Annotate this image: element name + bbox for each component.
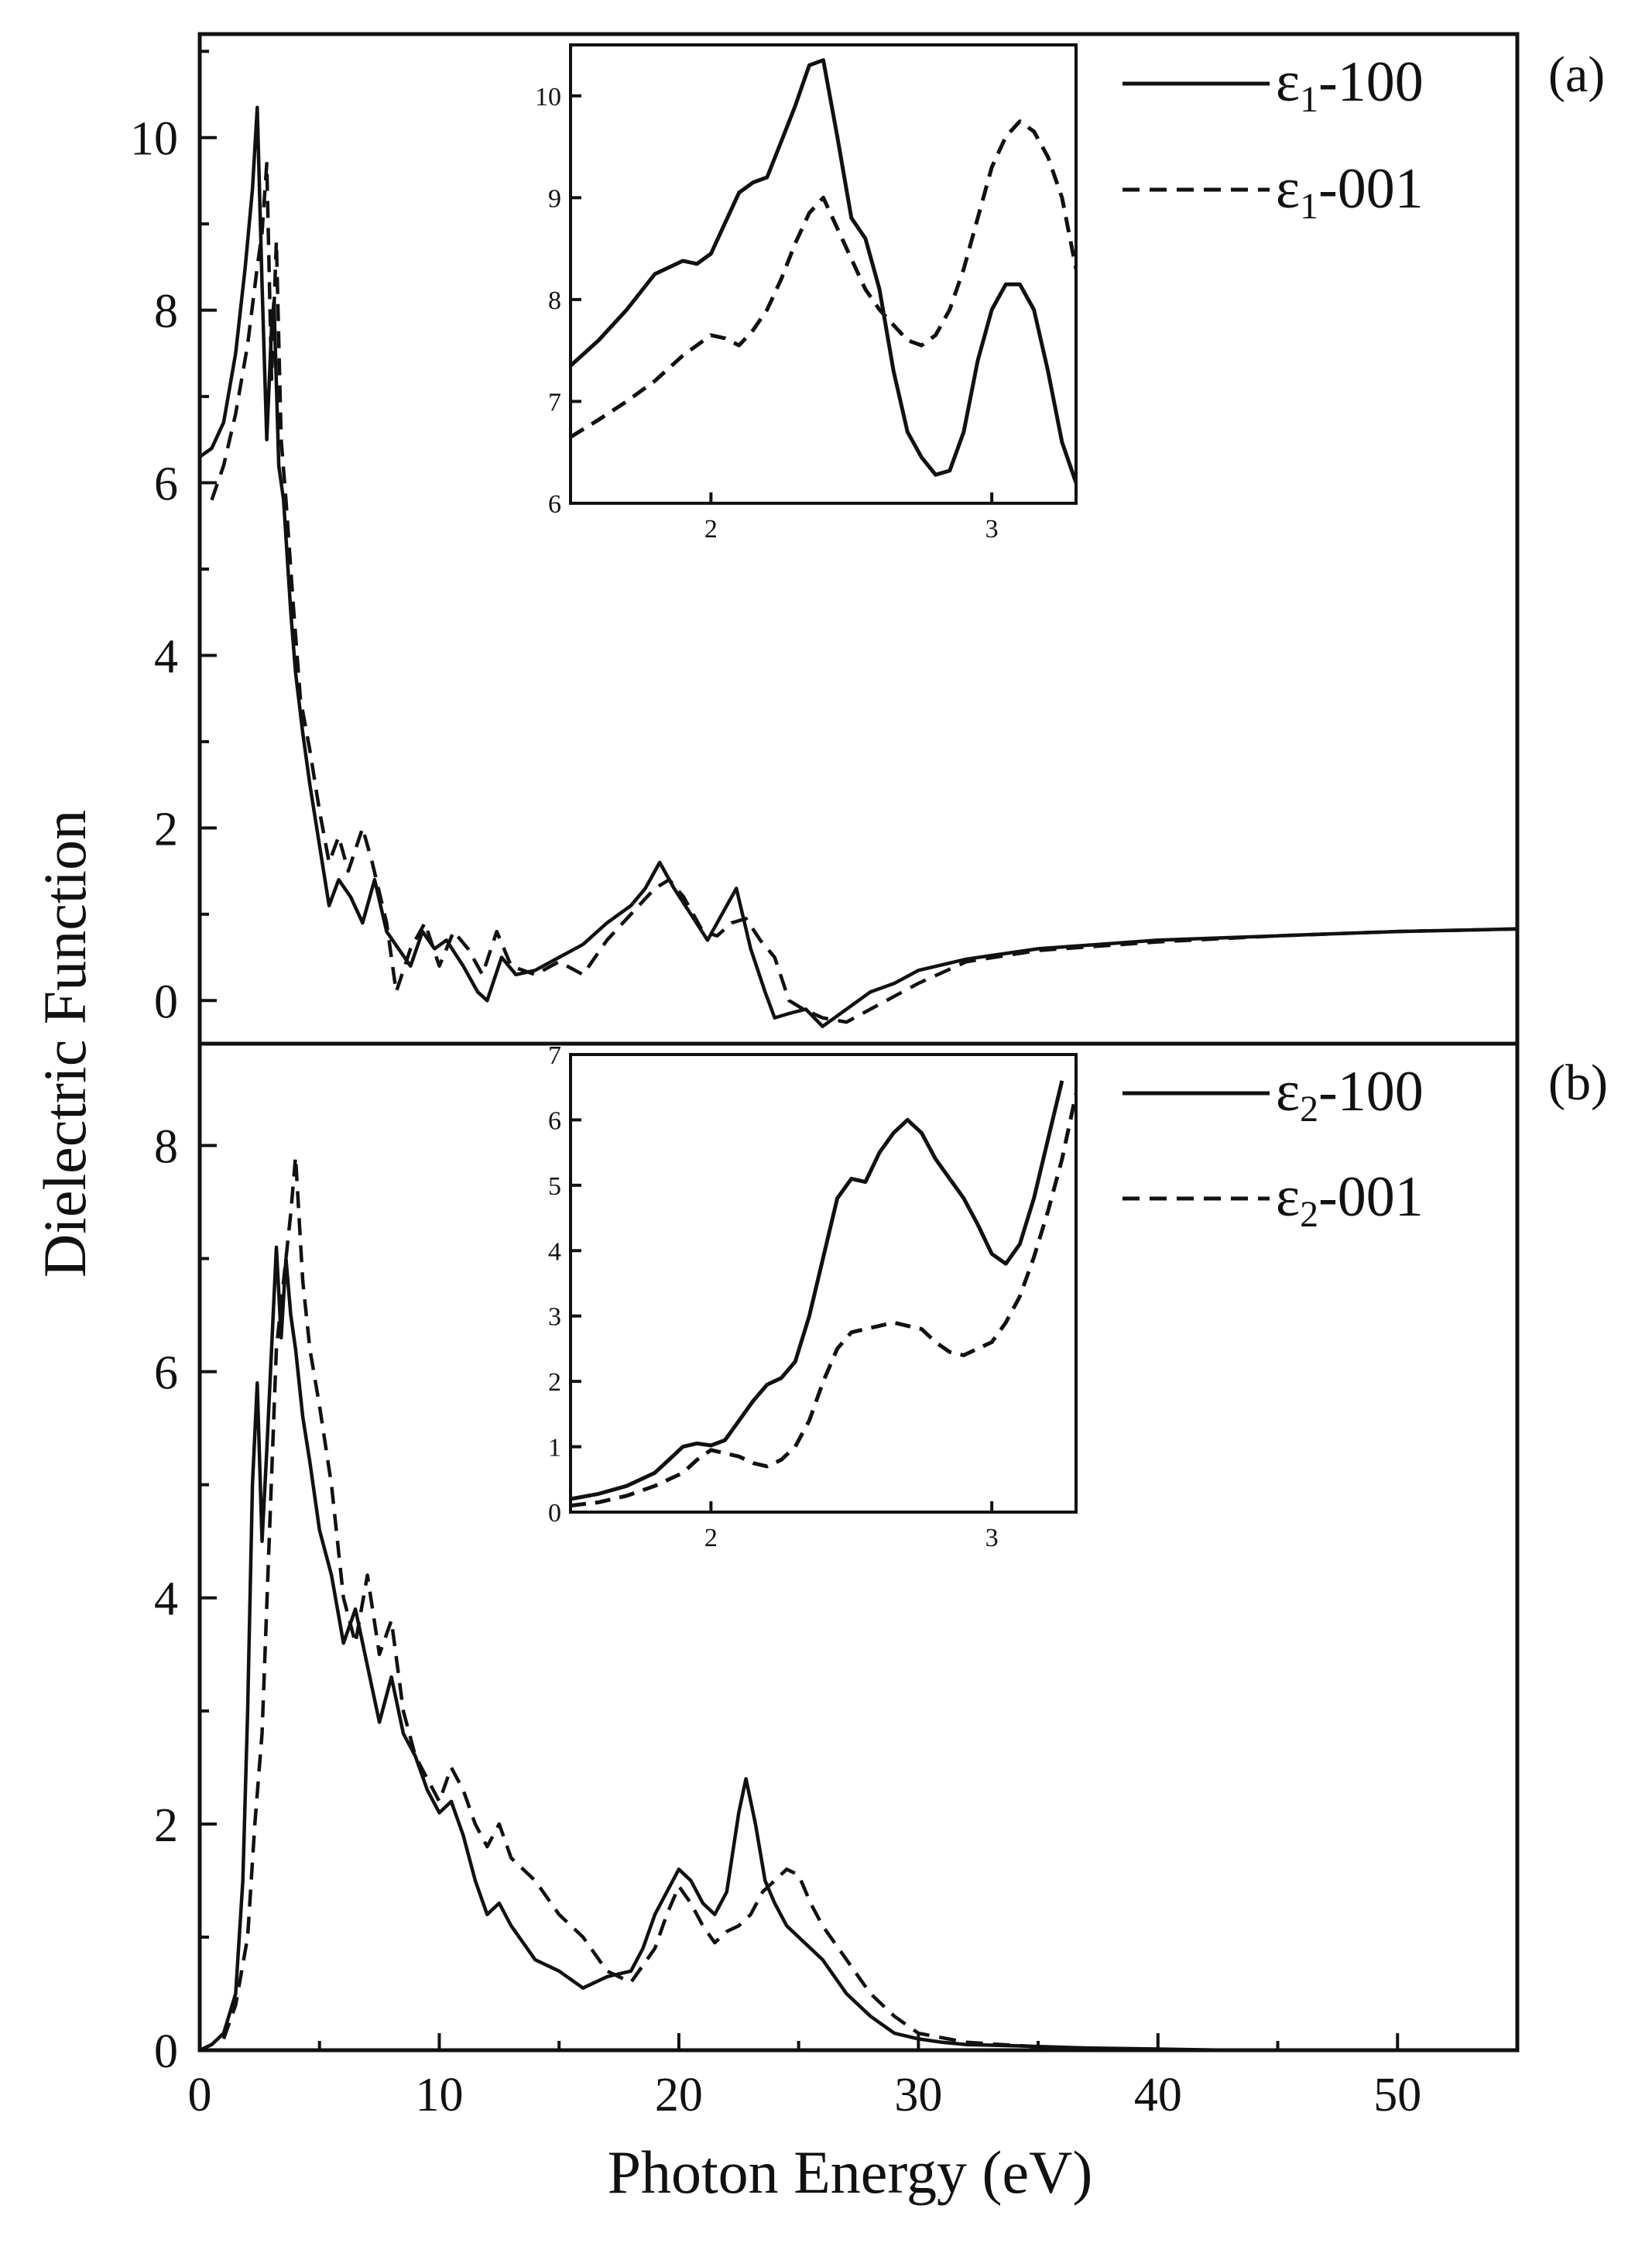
panel-a-label: (a) <box>1548 46 1605 103</box>
panel-a-y-tick-label-8: 8 <box>154 286 178 338</box>
series-line-e2-100 <box>200 1245 1230 2050</box>
panel-b-inset-y-tick-label-3: 3 <box>548 1303 561 1332</box>
inset-series-line-e1-100 <box>571 58 1076 484</box>
panel-b-y-tick-label-4: 4 <box>154 1573 178 1626</box>
panel-a-inset: 6 7 8 9 10 2 3 <box>535 43 1078 544</box>
panel-a-inset-x-tick-label-2: 2 <box>704 515 718 544</box>
legend-symbol-e1-001: ε <box>1276 157 1300 221</box>
panel-b-inset-y-tick-label-4: 4 <box>548 1237 561 1266</box>
panel-a-y-tick-label-2: 2 <box>154 803 178 856</box>
legend-label-e2-001: ε2-001 <box>1276 1165 1424 1235</box>
legend-symbol-e2-001: ε <box>1276 1165 1300 1229</box>
legend-suffix-e2-001: -001 <box>1318 1165 1424 1229</box>
legend-suffix-e2-100: -100 <box>1318 1060 1424 1123</box>
panel-a-inset-x-tick-label-3: 3 <box>985 515 999 544</box>
legend-suffix-e1-100: -100 <box>1318 50 1424 114</box>
legend-label-e1-100: ε1-100 <box>1276 50 1424 120</box>
inset-series-line-e1-001 <box>571 119 1076 439</box>
x-tick-label-40: 40 <box>1134 2069 1182 2121</box>
legend-label-e2-100: ε2-100 <box>1276 1060 1424 1130</box>
panel-b-y-tick-label-8: 8 <box>154 1120 178 1173</box>
panel-b-y-tick-label-2: 2 <box>154 1799 178 1852</box>
panel-b-y-tick-label-6: 6 <box>154 1347 178 1400</box>
panel-a-inset-y-tick-label-10: 10 <box>535 83 561 111</box>
x-tick-label-50: 50 <box>1373 2069 1421 2121</box>
panel-a-inset-y-tick-label-9: 9 <box>548 184 561 213</box>
panel-a-y-axis: 0 2 4 6 8 10 <box>130 50 217 1028</box>
panel-a-inset-y-tick-label-6: 6 <box>548 490 561 519</box>
inset-series-line-e2-100 <box>571 1080 1064 1501</box>
panel-b-inset-y-tick-label-0: 0 <box>548 1499 561 1528</box>
panel-b-inset-y-tick-label-2: 2 <box>548 1368 561 1397</box>
x-tick-label-0: 0 <box>188 2069 212 2121</box>
panel-b-legend: ε2-100 ε2-001 <box>1122 1060 1424 1235</box>
panel-a-legend: ε1-100 ε1-001 <box>1122 50 1424 227</box>
y-axis-label: Dielectric Function <box>31 810 98 1278</box>
legend-subscript-e2-001: 2 <box>1300 1194 1318 1235</box>
legend-subscript-e1-001: 1 <box>1300 186 1318 227</box>
panel-b-y-axis: 0 2 4 6 8 <box>154 1120 217 2078</box>
panel-b-inset-frame <box>569 1053 1078 1514</box>
series-line-e1-001 <box>210 161 1517 1024</box>
panel-a-y-tick-label-0: 0 <box>154 976 178 1028</box>
panel-b-inset-y-tick-label-7: 7 <box>548 1041 561 1070</box>
legend-symbol-e1-100: ε <box>1276 50 1300 114</box>
panel-b-inset-y-tick-label-5: 5 <box>548 1172 561 1201</box>
legend-subscript-e2-100: 2 <box>1300 1089 1318 1130</box>
series-line-e2-001 <box>221 1154 1158 2050</box>
panel-b-inset-x-tick-label-3: 3 <box>985 1524 999 1552</box>
panel-b-label: (b) <box>1548 1055 1608 1111</box>
x-axis: 0 10 20 30 40 50 <box>188 2033 1421 2121</box>
panel-a-y-tick-label-6: 6 <box>154 458 178 511</box>
legend-label-e1-001: ε1-001 <box>1276 157 1424 227</box>
panel-a-plot-area <box>200 105 1517 1028</box>
panel-a-inset-y-tick-label-8: 8 <box>548 286 561 315</box>
x-tick-label-20: 20 <box>655 2069 703 2121</box>
panel-a-inset-y-tick-label-7: 7 <box>548 388 561 417</box>
legend-subscript-e1-100: 1 <box>1300 79 1318 120</box>
x-tick-label-30: 30 <box>894 2069 942 2121</box>
panel-b-plot-area <box>200 1154 1230 2050</box>
x-tick-label-10: 10 <box>415 2069 463 2121</box>
panel-a-inset-frame <box>569 43 1078 505</box>
panel-b-inset-y-tick-label-1: 1 <box>548 1434 561 1463</box>
panel-a-y-tick-label-4: 4 <box>154 630 178 683</box>
legend-suffix-e1-001: -001 <box>1318 157 1424 221</box>
panel-a-y-tick-label-10: 10 <box>130 113 178 166</box>
panel-b-y-tick-label-0: 0 <box>154 2025 178 2078</box>
x-axis-label: Photon Energy (eV) <box>608 2138 1093 2206</box>
legend-symbol-e2-100: ε <box>1276 1060 1300 1123</box>
panel-b-frame <box>197 1041 1520 2053</box>
panel-b-inset: 0 1 2 3 4 5 6 7 2 3 <box>548 1041 1078 1552</box>
inset-series-line-e2-001 <box>571 1093 1076 1508</box>
panel-b-inset-x-tick-label-2: 2 <box>704 1524 718 1552</box>
panel-b-inset-y-tick-label-6: 6 <box>548 1106 561 1135</box>
